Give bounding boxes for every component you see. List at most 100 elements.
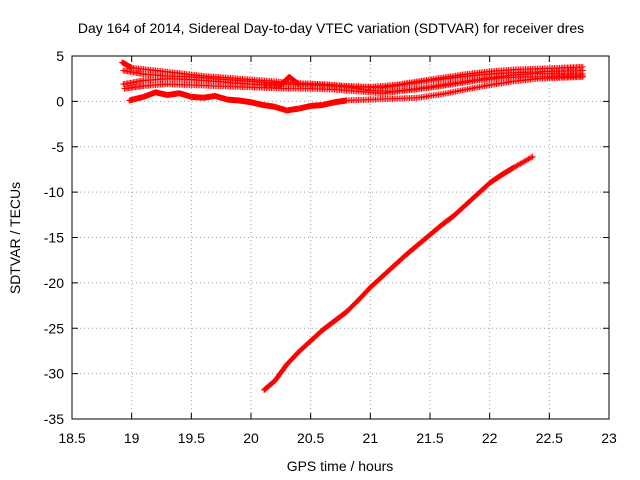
y-tick-label: 0 bbox=[56, 93, 64, 109]
series-trace-5 bbox=[126, 73, 586, 114]
x-axis-label: GPS time / hours bbox=[287, 458, 394, 474]
interpolated-markers bbox=[272, 362, 289, 383]
y-axis-label: SDTVAR / TECUs bbox=[7, 182, 23, 294]
y-tick-label: -5 bbox=[52, 139, 65, 155]
interpolated-markers bbox=[213, 83, 241, 90]
y-tick-label: -15 bbox=[44, 230, 64, 246]
interpolated-markers bbox=[121, 77, 146, 87]
interpolated-markers bbox=[356, 285, 373, 303]
interpolated-markers bbox=[213, 93, 230, 103]
interpolated-markers bbox=[368, 274, 385, 290]
interpolated-markers bbox=[428, 81, 456, 91]
interpolated-markers bbox=[463, 191, 480, 208]
interpolated-markers bbox=[166, 75, 193, 83]
y-tick-label: -30 bbox=[44, 366, 64, 382]
interpolated-markers bbox=[500, 73, 527, 81]
interpolated-markers bbox=[380, 81, 408, 91]
interpolated-markers bbox=[464, 82, 491, 93]
chart-title: Day 164 of 2014, Sidereal Day-to-day VTE… bbox=[78, 20, 584, 36]
interpolated-markers bbox=[475, 180, 492, 197]
interpolated-markers bbox=[345, 96, 372, 104]
interpolated-markers bbox=[440, 86, 468, 97]
interpolated-markers bbox=[512, 65, 539, 73]
x-tick-labels: 18.5 19 19.5 20 20.5 21 21.5 22 22.5 23 bbox=[58, 430, 617, 446]
interpolated-markers bbox=[512, 75, 539, 85]
interpolated-markers bbox=[416, 91, 444, 101]
x-tick-label: 23 bbox=[601, 430, 617, 446]
interpolated-markers bbox=[488, 78, 515, 88]
interpolated-markers bbox=[499, 165, 516, 178]
interpolated-markers bbox=[333, 86, 360, 95]
y-tick-labels: 5 0 -5 -10 -15 -20 -25 -30 -35 bbox=[44, 48, 64, 427]
interpolated-markers bbox=[511, 154, 535, 170]
interpolated-markers bbox=[286, 74, 302, 87]
interpolated-markers bbox=[321, 82, 348, 90]
interpolated-markers bbox=[213, 78, 241, 87]
interpolated-markers bbox=[296, 338, 313, 355]
data-point-marker bbox=[529, 153, 536, 160]
interpolated-markers bbox=[177, 90, 194, 100]
x-tick-label: 22.5 bbox=[536, 430, 563, 446]
interpolated-markers bbox=[403, 242, 421, 258]
interpolated-markers bbox=[392, 252, 409, 268]
interpolated-markers bbox=[380, 87, 408, 97]
x-tick-label: 22 bbox=[482, 430, 498, 446]
axis-ticks bbox=[71, 55, 610, 420]
interpolated-markers bbox=[142, 71, 169, 79]
interpolated-markers bbox=[452, 77, 480, 87]
x-tick-label: 19 bbox=[124, 430, 140, 446]
interpolated-markers bbox=[261, 84, 289, 92]
interpolated-markers bbox=[415, 232, 433, 248]
y-tick-label: -20 bbox=[44, 275, 64, 291]
interpolated-markers bbox=[380, 263, 397, 279]
interpolated-markers bbox=[297, 81, 324, 88]
data-point-marker bbox=[579, 73, 586, 80]
series-trace-6 bbox=[261, 153, 536, 393]
y-tick-label: -10 bbox=[44, 184, 64, 200]
interpolated-markers bbox=[119, 59, 134, 71]
y-tick-label: -35 bbox=[44, 411, 64, 427]
interpolated-markers bbox=[536, 64, 563, 72]
interpolated-markers bbox=[476, 70, 503, 78]
interpolated-markers bbox=[427, 222, 445, 238]
interpolated-markers bbox=[369, 95, 396, 103]
x-tick-label: 21 bbox=[363, 430, 379, 446]
interpolated-markers bbox=[428, 74, 456, 84]
interpolated-markers bbox=[154, 67, 181, 77]
interpolated-markers bbox=[142, 75, 169, 84]
interpolated-markers bbox=[190, 76, 217, 85]
interpolated-markers bbox=[142, 81, 169, 89]
interpolated-markers bbox=[130, 64, 157, 74]
interpolated-markers bbox=[332, 309, 349, 324]
interpolated-markers bbox=[559, 63, 585, 71]
interpolated-markers bbox=[536, 74, 563, 82]
interpolated-markers bbox=[237, 83, 265, 91]
x-tick-label: 19.5 bbox=[178, 430, 205, 446]
x-tick-label: 18.5 bbox=[58, 430, 85, 446]
interpolated-markers bbox=[404, 77, 432, 87]
interpolated-markers bbox=[439, 213, 457, 228]
y-tick-label: -25 bbox=[44, 320, 64, 336]
interpolated-markers bbox=[452, 72, 480, 81]
x-tick-label: 20.5 bbox=[297, 430, 324, 446]
interpolated-markers bbox=[357, 88, 384, 97]
interpolated-markers bbox=[284, 349, 301, 367]
interpolated-markers bbox=[308, 327, 325, 344]
data-series bbox=[119, 59, 586, 393]
interpolated-markers bbox=[309, 85, 336, 93]
series-trace-4 bbox=[121, 72, 586, 97]
interpolated-markers bbox=[166, 81, 193, 88]
interpolated-markers bbox=[392, 94, 420, 102]
interpolated-markers bbox=[344, 297, 361, 315]
y-tick-label: 5 bbox=[56, 48, 64, 64]
interpolated-markers bbox=[190, 82, 217, 89]
interpolated-markers bbox=[121, 67, 146, 77]
interpolated-markers bbox=[261, 378, 278, 393]
interpolated-markers bbox=[559, 73, 585, 81]
x-tick-label: 21.5 bbox=[416, 430, 443, 446]
interpolated-markers bbox=[404, 84, 432, 94]
interpolated-markers bbox=[320, 318, 337, 333]
interpolated-markers bbox=[127, 94, 146, 104]
